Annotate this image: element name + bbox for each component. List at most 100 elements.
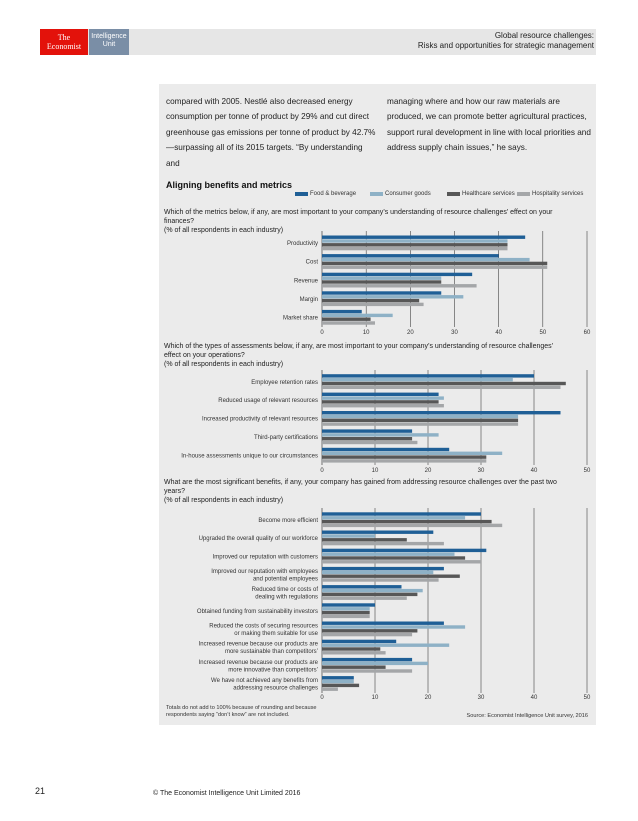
- bar: [322, 679, 354, 684]
- intro-text-left: compared with 2005. Nestlé also decrease…: [166, 97, 376, 168]
- panel2-question-text: Which of the types of assessments below,…: [164, 343, 553, 359]
- bar: [322, 548, 487, 553]
- bar: [322, 560, 481, 564]
- legend-swatch: [447, 192, 460, 196]
- bar: [322, 530, 434, 534]
- category-label: Employee retention rates: [251, 380, 318, 386]
- bar: [322, 516, 466, 520]
- page-number: 21: [35, 786, 46, 796]
- tick-label: 50: [584, 695, 591, 701]
- legend-label: Consumer goods: [385, 191, 431, 197]
- category-label: Obtained funding from sustainability inv…: [197, 609, 318, 615]
- tick-label: 50: [584, 468, 591, 474]
- category-label: Become more efficient: [258, 518, 318, 524]
- bar: [322, 570, 434, 575]
- panel1-unit-note: (% of all respondents in each industry): [164, 227, 284, 234]
- bar: [322, 451, 503, 455]
- category-label: We have not achieved any benefits from: [211, 678, 318, 684]
- bar: [322, 392, 439, 396]
- bar: [322, 657, 413, 662]
- bar: [322, 588, 423, 593]
- bar: [322, 574, 460, 578]
- bar: [322, 639, 397, 644]
- category-label: and potential employees: [253, 576, 318, 582]
- bar: [322, 272, 473, 277]
- legend-swatch: [517, 192, 530, 196]
- tick-label: 10: [372, 695, 379, 701]
- tick-label: 20: [407, 330, 414, 336]
- bar: [322, 647, 381, 651]
- bar: [322, 374, 534, 378]
- eiu-logo-bottom: Unit: [102, 41, 116, 48]
- chart-title: Aligning benefits and metrics: [166, 180, 293, 190]
- bar: [322, 643, 450, 647]
- panel1-question-text: Which of the metrics below, if any, are …: [164, 209, 553, 225]
- chart-footnote: Totals do not add to 100% because of rou…: [166, 705, 317, 718]
- bar: [322, 254, 499, 258]
- bar: [322, 302, 424, 307]
- bar: [322, 566, 444, 571]
- bar: [322, 411, 561, 415]
- bar: [322, 519, 492, 524]
- bar: [322, 683, 360, 688]
- bar: [322, 632, 413, 637]
- category-label: Increased productivity of relevant resou…: [202, 417, 318, 423]
- bar: [322, 512, 481, 516]
- bar: [322, 661, 428, 666]
- bar: [322, 404, 444, 408]
- copyright: © The Economist Intelligence Unit Limite…: [153, 790, 301, 797]
- bar: [322, 246, 508, 251]
- category-label: Productivity: [287, 241, 318, 247]
- bar: [322, 541, 444, 546]
- panel2-question: Which of the types of assessments below,…: [164, 342, 564, 369]
- bar: [322, 309, 362, 314]
- bar: [322, 592, 418, 597]
- bar: [322, 280, 442, 284]
- bar: [322, 669, 413, 673]
- category-label: Improved our reputation with employees: [211, 569, 318, 575]
- bar: [322, 437, 413, 441]
- eiu-logo: Intelligence Unit: [89, 29, 129, 55]
- bar: [322, 455, 487, 459]
- report-title: Global resource challenges: Risks and op…: [418, 31, 594, 51]
- bar: [322, 381, 566, 386]
- bar: [322, 556, 466, 560]
- tick-label: 0: [320, 468, 324, 474]
- bar: [322, 414, 519, 419]
- panel1-question: Which of the metrics below, if any, are …: [164, 208, 564, 235]
- bar: [322, 385, 561, 389]
- bar: [322, 317, 371, 321]
- bar: [322, 243, 508, 247]
- bar: [322, 538, 407, 542]
- category-label: Improved our reputation with customers: [213, 554, 318, 560]
- tick-label: 10: [363, 330, 370, 336]
- category-label: Third-party certifications: [254, 435, 318, 441]
- bar: [322, 676, 354, 680]
- intro-text-right: managing where and how our raw materials…: [387, 97, 591, 153]
- tick-label: 40: [531, 468, 538, 474]
- bar: [322, 298, 420, 303]
- legend-label: Hospitality services: [532, 191, 584, 197]
- bar: [322, 257, 530, 262]
- bar: [322, 265, 548, 269]
- bar: [322, 552, 455, 556]
- bar: [322, 607, 370, 611]
- eiu-logo-top: Intelligence: [91, 33, 127, 40]
- category-label: more innovative than competitors’: [228, 667, 318, 673]
- category-label: Increased revenue because our products a…: [199, 660, 319, 666]
- report-title-line2: Risks and opportunities for strategic ma…: [417, 41, 594, 50]
- category-label: addressing resource challenges: [233, 685, 318, 691]
- bar: [322, 239, 508, 243]
- tick-label: 10: [372, 468, 379, 474]
- bar: [322, 625, 466, 629]
- tick-label: 0: [320, 330, 324, 336]
- economist-logo: The Economist: [40, 29, 88, 55]
- bar: [322, 429, 413, 433]
- category-label: Reduced usage of relevant resources: [218, 398, 318, 404]
- bar: [322, 276, 442, 280]
- bar: [322, 534, 375, 538]
- tick-label: 50: [539, 330, 546, 336]
- tick-label: 0: [320, 695, 324, 701]
- category-label: or making them suitable for use: [234, 631, 318, 637]
